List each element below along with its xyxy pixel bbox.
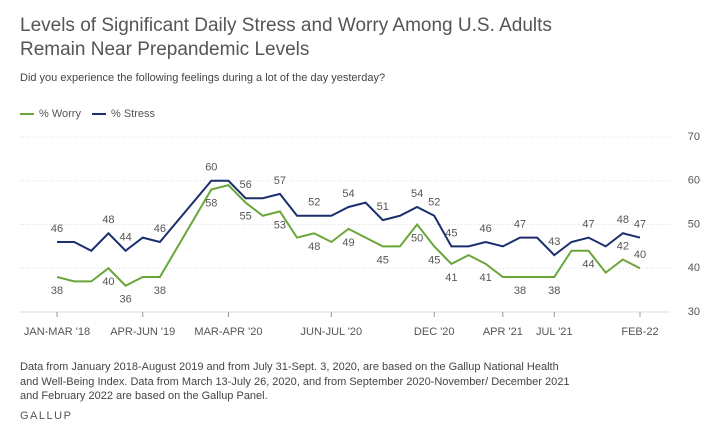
- x-tick-label: APR '21: [483, 326, 523, 338]
- legend-label: % Worry: [39, 108, 81, 120]
- data-label: 56: [239, 179, 251, 191]
- data-label: 40: [634, 249, 646, 261]
- data-label: 47: [582, 219, 594, 231]
- data-label: 46: [51, 223, 63, 235]
- subtitle: Did you experience the following feeling…: [20, 72, 386, 84]
- data-label: 47: [634, 219, 646, 231]
- data-label: 52: [308, 197, 320, 209]
- data-label: 48: [617, 214, 629, 226]
- x-tick-label: JUN-JUL '20: [301, 326, 363, 338]
- data-label: 48: [308, 241, 320, 253]
- data-label: 44: [119, 232, 131, 244]
- data-label: 41: [480, 272, 492, 284]
- data-label: 54: [411, 188, 423, 200]
- chart-title: Levels of Significant Daily Stress and W…: [20, 15, 552, 60]
- y-tick-label: 50: [688, 218, 700, 230]
- x-tick-label: MAR-APR '20: [194, 326, 262, 338]
- data-label: 55: [239, 211, 251, 223]
- data-label: 45: [428, 254, 440, 266]
- data-label: 38: [514, 285, 526, 297]
- data-label: 53: [274, 219, 286, 231]
- footnote: Data from January 2018-August 2019 and f…: [20, 361, 570, 402]
- x-tick-label: APR-JUN '19: [110, 326, 175, 338]
- legend-label: % Stress: [111, 108, 156, 120]
- y-tick-label: 60: [688, 175, 700, 187]
- data-label: 43: [548, 236, 560, 248]
- series-line: [56, 184, 641, 287]
- y-tick-label: 30: [688, 306, 700, 318]
- data-label: 54: [342, 188, 354, 200]
- data-label: 52: [428, 197, 440, 209]
- x-tick-label: FEB-22: [621, 326, 658, 338]
- data-label: 44: [582, 259, 594, 271]
- data-label: 42: [617, 240, 629, 252]
- data-label: 45: [445, 227, 457, 239]
- data-label: 38: [51, 285, 63, 297]
- x-tick-label: DEC '20: [414, 326, 455, 338]
- y-tick-label: 70: [688, 131, 700, 143]
- data-label: 38: [548, 285, 560, 297]
- data-label: 46: [154, 223, 166, 235]
- y-tick-label: 40: [688, 262, 700, 274]
- data-label: 50: [411, 232, 423, 244]
- data-label: 47: [514, 219, 526, 231]
- series-line: [57, 179, 641, 257]
- x-tick-label: JUL '21: [536, 326, 573, 338]
- data-label: 48: [102, 214, 114, 226]
- data-label: 45: [377, 254, 389, 266]
- x-tick-label: JAN-MAR '18: [24, 326, 90, 338]
- data-label: 40: [102, 276, 114, 288]
- data-label: 36: [119, 294, 131, 306]
- data-label: 57: [274, 175, 286, 187]
- source: GALLUP: [20, 410, 73, 422]
- data-label: 41: [445, 272, 457, 284]
- data-label: 49: [342, 237, 354, 249]
- data-label: 38: [154, 285, 166, 297]
- data-label: 60: [205, 162, 217, 174]
- data-label: 58: [205, 197, 217, 209]
- data-label: 46: [480, 223, 492, 235]
- data-label: 51: [377, 201, 389, 213]
